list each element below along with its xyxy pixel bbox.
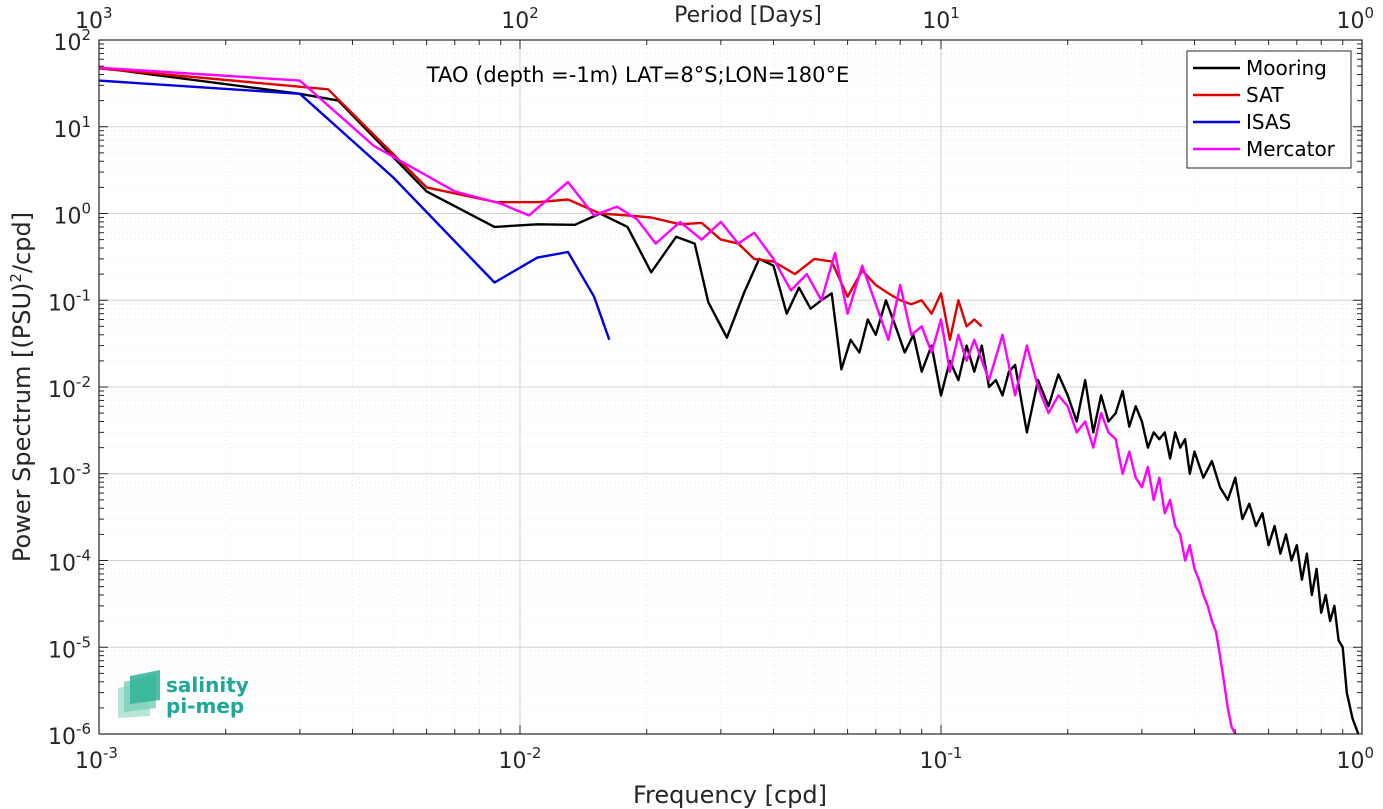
logo-wave-icon (118, 670, 160, 718)
legend-label-sat: SAT (1246, 83, 1284, 107)
x-tick-label: 100 (1336, 744, 1374, 774)
series-line-mooring (99, 66, 1360, 734)
top-axis-title: Period [Days] (674, 3, 822, 28)
y-tick-label: 10-4 (48, 547, 91, 577)
series-line-sat (99, 67, 983, 341)
salinity-pi-mep-logo: salinity pi-mep (118, 670, 249, 718)
top-tick-label: 102 (501, 4, 539, 34)
x-axis-title: Frequency [cpd] (633, 781, 827, 809)
series-line-isas (99, 79, 611, 341)
y-tick-label: 10-3 (48, 460, 91, 490)
x-tick-label: 10-2 (499, 744, 542, 774)
top-tick-label: 100 (1336, 4, 1374, 34)
grid (98, 40, 1362, 735)
legend-label-isas: ISAS (1246, 110, 1291, 134)
logo-text-line1: salinity (166, 673, 249, 697)
y-axis-title: Power Spectrum [(PSU)2/cpd] (7, 212, 36, 562)
logo-text-line2: pi-mep (166, 694, 244, 718)
top-tick-label: 101 (922, 4, 960, 34)
x-tick-label: 10-1 (920, 744, 963, 774)
y-tick-label: 100 (53, 200, 91, 230)
chart-annotation: TAO (depth =-1m) LAT=8°S;LON=180°E (426, 63, 850, 87)
y-tick-label: 10-5 (48, 633, 91, 663)
y-tick-label: 101 (53, 113, 91, 143)
top-tick-label: 103 (75, 4, 113, 34)
y-tick-label: 10-1 (48, 286, 91, 316)
y-tick-label: 10-6 (48, 720, 91, 750)
series-lines (99, 66, 1360, 734)
y-tick-label: 10-2 (48, 373, 91, 403)
y-tick-label: 102 (53, 26, 91, 56)
x-tick-label: 10-3 (75, 744, 118, 774)
legend: Mooring SAT ISAS Mercator (1186, 50, 1352, 169)
legend-label-mercator: Mercator (1246, 137, 1336, 161)
series-line-mercator (99, 66, 1237, 734)
legend-label-mooring: Mooring (1246, 56, 1327, 80)
